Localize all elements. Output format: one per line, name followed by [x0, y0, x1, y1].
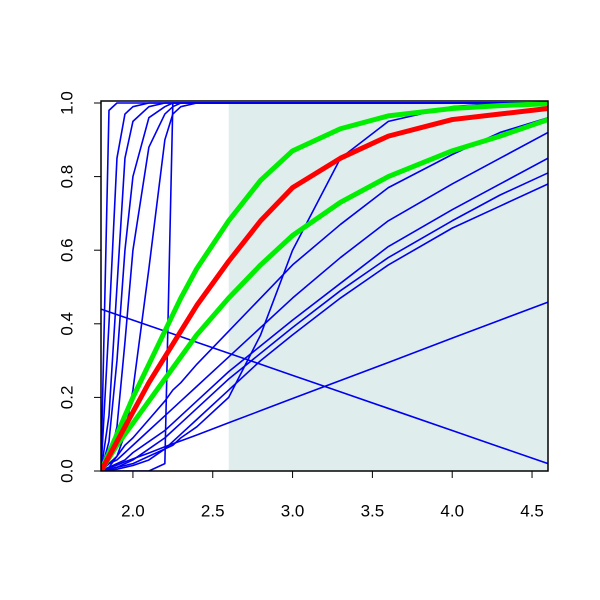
axes-layer: 2.0 2.5 3.0 3.5 4.0 4.5 0.0 0.2 0.4 0.6 0.8 1.0	[57, 91, 549, 520]
x-tick-label: 4.0	[440, 501, 464, 520]
x-tick-label: 3.5	[361, 501, 385, 520]
y-tick-label: 0.4	[57, 312, 76, 336]
series-line	[101, 116, 548, 471]
x-tick-label: 4.5	[520, 501, 544, 520]
x-tick-label: 2.5	[201, 501, 225, 520]
series-line	[101, 102, 548, 471]
shaded-region	[228, 103, 548, 471]
y-tick-label: 1.0	[57, 91, 76, 115]
series-line	[101, 131, 548, 471]
series-line	[101, 157, 548, 471]
y-tick-label: 0.2	[57, 386, 76, 410]
y-tick-label: 0.6	[57, 238, 76, 262]
series-line	[101, 183, 548, 471]
lines-layer	[101, 101, 548, 471]
y-tick-label: 0.0	[57, 459, 76, 483]
series-line	[101, 106, 548, 471]
x-tick-label: 2.0	[121, 501, 145, 520]
plot-frame	[100, 100, 549, 472]
series-line	[101, 172, 548, 471]
series-line	[101, 308, 548, 465]
series-line	[101, 301, 548, 471]
shade-layer	[228, 103, 548, 471]
series-line	[101, 117, 548, 471]
y-tick-label: 0.8	[57, 165, 76, 189]
x-tick-label: 3.0	[281, 501, 305, 520]
series-line	[101, 101, 548, 471]
series-line	[101, 102, 548, 471]
